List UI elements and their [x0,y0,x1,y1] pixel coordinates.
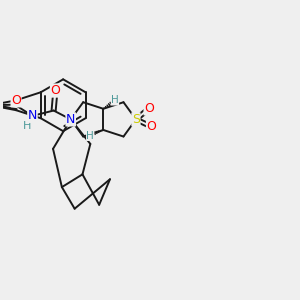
Text: H: H [111,95,119,105]
Text: O: O [11,94,21,107]
Text: H: H [86,131,94,141]
Text: N: N [28,109,37,122]
Text: H: H [23,121,31,130]
Text: N: N [66,113,75,126]
Text: O: O [146,120,156,133]
Text: S: S [132,113,140,126]
Text: O: O [144,102,154,115]
Text: O: O [50,84,60,97]
